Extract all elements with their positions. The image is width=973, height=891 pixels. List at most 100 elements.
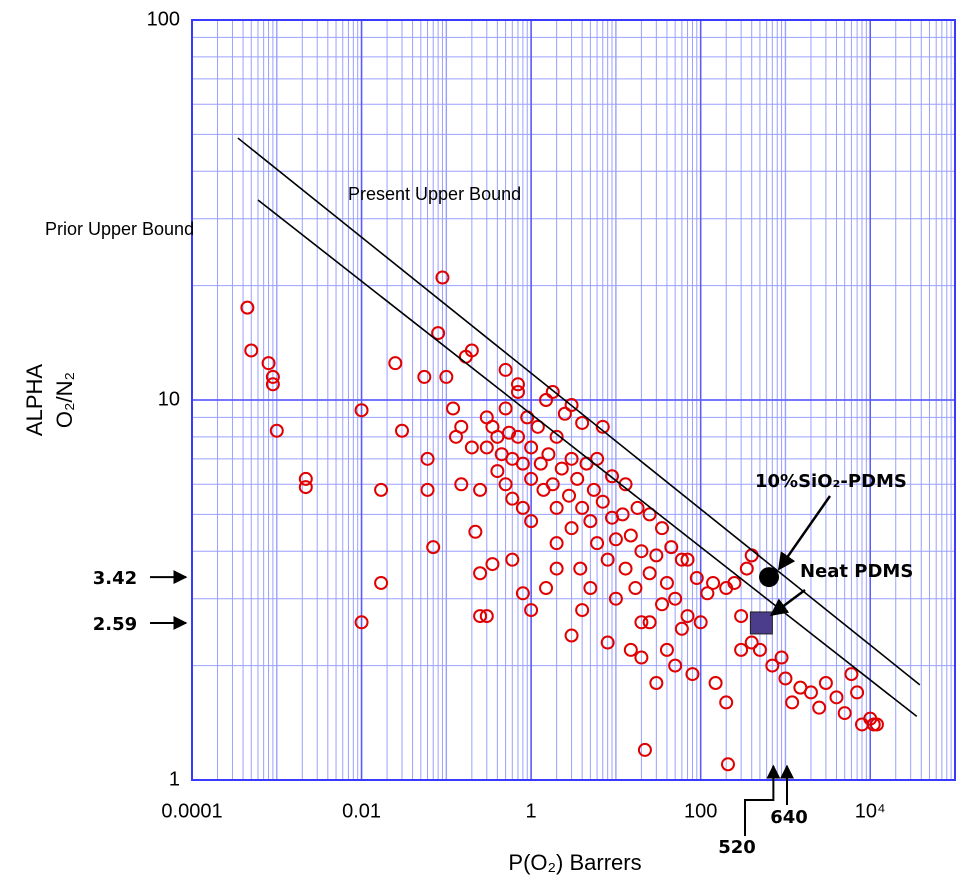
data-point bbox=[734, 609, 749, 624]
x-tick-label: 100 bbox=[684, 800, 717, 822]
data-point bbox=[473, 482, 488, 497]
data-point bbox=[298, 480, 313, 495]
data-point bbox=[564, 521, 579, 536]
data-point bbox=[374, 482, 389, 497]
bound-label: Present Upper Bound bbox=[348, 184, 521, 204]
data-point bbox=[420, 451, 435, 466]
data-point bbox=[812, 700, 827, 715]
data-point bbox=[600, 635, 615, 650]
data-point bbox=[439, 369, 454, 384]
data-point bbox=[395, 423, 410, 438]
data-point bbox=[485, 557, 500, 572]
data-point bbox=[583, 514, 598, 529]
data-point bbox=[586, 482, 601, 497]
data-point bbox=[261, 356, 276, 371]
data-point bbox=[498, 401, 513, 416]
data-point bbox=[473, 566, 488, 581]
data-point bbox=[510, 377, 525, 392]
data-point bbox=[615, 507, 630, 522]
data-point bbox=[524, 603, 539, 618]
y-value-label: 3.42 bbox=[93, 568, 137, 589]
data-point bbox=[634, 615, 649, 630]
data-point bbox=[719, 581, 734, 596]
data-point bbox=[539, 393, 554, 407]
x-tick-label: 0.01 bbox=[342, 800, 381, 822]
data-point bbox=[554, 461, 569, 476]
data-point bbox=[431, 326, 446, 341]
highlight-point bbox=[749, 611, 773, 635]
data-point bbox=[479, 609, 494, 624]
data-point bbox=[575, 415, 590, 430]
data-point bbox=[600, 552, 615, 567]
data-point bbox=[605, 469, 620, 484]
data-point bbox=[269, 423, 284, 438]
data-point bbox=[265, 377, 280, 392]
data-point bbox=[464, 343, 479, 358]
data-point bbox=[785, 695, 800, 710]
data-point bbox=[649, 675, 664, 690]
data-point bbox=[634, 650, 649, 665]
bound-label: Prior Upper Bound bbox=[45, 219, 194, 239]
plot-frame bbox=[191, 19, 956, 781]
x-axis-title: P(O₂) Barrers bbox=[508, 850, 641, 875]
data-point bbox=[634, 544, 649, 559]
data-point bbox=[595, 419, 610, 434]
data-point bbox=[420, 482, 435, 497]
data-point bbox=[479, 440, 494, 455]
data-point bbox=[630, 500, 645, 515]
data-point bbox=[774, 650, 789, 665]
data-point bbox=[642, 615, 657, 630]
data-point bbox=[680, 552, 695, 567]
highlight-point bbox=[759, 567, 780, 588]
data-point bbox=[564, 451, 579, 466]
data-point bbox=[719, 695, 734, 710]
data-point bbox=[642, 507, 657, 522]
data-point bbox=[388, 356, 403, 371]
y-tick-label: 1 bbox=[169, 768, 180, 790]
data-point bbox=[473, 609, 488, 624]
data-point bbox=[417, 369, 432, 384]
data-point bbox=[530, 419, 545, 434]
x-tick-label: 10⁴ bbox=[855, 800, 886, 822]
data-point bbox=[515, 586, 530, 601]
data-point bbox=[549, 536, 564, 551]
data-point bbox=[510, 429, 525, 444]
data-point bbox=[557, 406, 572, 421]
data-point bbox=[454, 419, 469, 434]
data-point bbox=[844, 667, 859, 682]
data-point bbox=[298, 471, 313, 486]
data-point bbox=[564, 398, 579, 413]
data-point bbox=[549, 500, 564, 515]
data-point bbox=[655, 521, 670, 536]
grid bbox=[191, 19, 955, 781]
data-point bbox=[575, 500, 590, 515]
data-point bbox=[734, 642, 749, 657]
data-point bbox=[869, 717, 884, 732]
data-point bbox=[564, 628, 579, 643]
data-point bbox=[700, 586, 715, 601]
annotation-arrow bbox=[769, 588, 806, 616]
data-point bbox=[464, 440, 479, 455]
data-point bbox=[668, 591, 683, 606]
data-point bbox=[446, 401, 461, 416]
data-point bbox=[502, 425, 517, 440]
data-point bbox=[354, 403, 369, 418]
bound-line bbox=[257, 199, 918, 718]
data-point bbox=[674, 552, 689, 567]
data-point bbox=[818, 675, 833, 690]
data-point bbox=[680, 609, 695, 624]
data-point bbox=[618, 561, 633, 576]
data-point bbox=[573, 561, 588, 576]
data-point bbox=[837, 706, 852, 721]
data-point bbox=[374, 575, 389, 590]
x-tick-label: 0.0001 bbox=[161, 800, 222, 822]
data-point bbox=[850, 685, 865, 700]
data-point bbox=[454, 477, 469, 492]
x-value-label: 520 bbox=[718, 837, 756, 858]
y-axis-title: O₂/N₂ bbox=[52, 372, 77, 428]
data-point bbox=[570, 471, 585, 486]
data-point bbox=[803, 685, 818, 700]
annotation-arrow bbox=[744, 764, 781, 836]
data-point bbox=[505, 552, 520, 567]
data-point bbox=[659, 575, 674, 590]
